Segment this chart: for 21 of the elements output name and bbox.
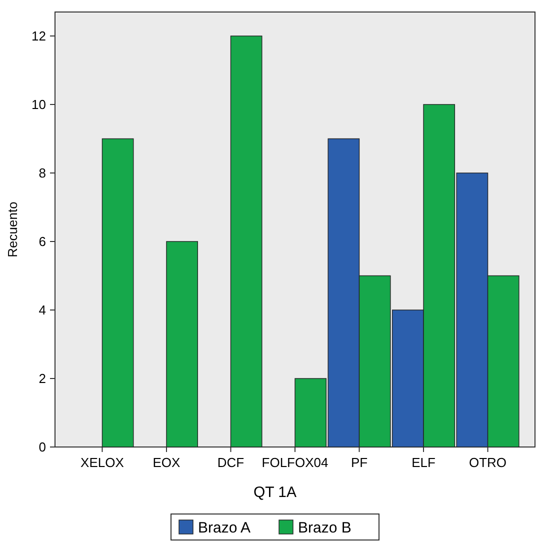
bar <box>166 241 198 448</box>
x-tick-label: DCF <box>217 455 244 470</box>
y-tick-label: 0 <box>38 440 46 455</box>
y-tick-label: 4 <box>38 302 46 318</box>
y-tick-label: 10 <box>32 97 46 112</box>
y-tick-label: 8 <box>38 166 46 181</box>
x-axis-title: QT 1A <box>253 484 297 501</box>
legend-label: Brazo B <box>298 519 352 536</box>
x-tick-label: ELF <box>412 455 436 470</box>
bar <box>230 36 262 448</box>
bar <box>102 138 134 448</box>
y-tick-label: 12 <box>32 28 46 44</box>
y-tick-label: 6 <box>38 234 46 250</box>
x-tick-label: EOX <box>152 455 181 470</box>
legend-label: Brazo A <box>198 519 251 536</box>
y-axis-title: Recuento <box>5 202 20 258</box>
y-tick-label: 2 <box>38 371 46 386</box>
x-tick-label: PF <box>350 455 368 470</box>
x-tick-label: OTRO <box>468 455 507 470</box>
x-tick-label: FOLFOX04 <box>262 455 328 470</box>
x-tick-label: XELOX <box>80 455 124 470</box>
